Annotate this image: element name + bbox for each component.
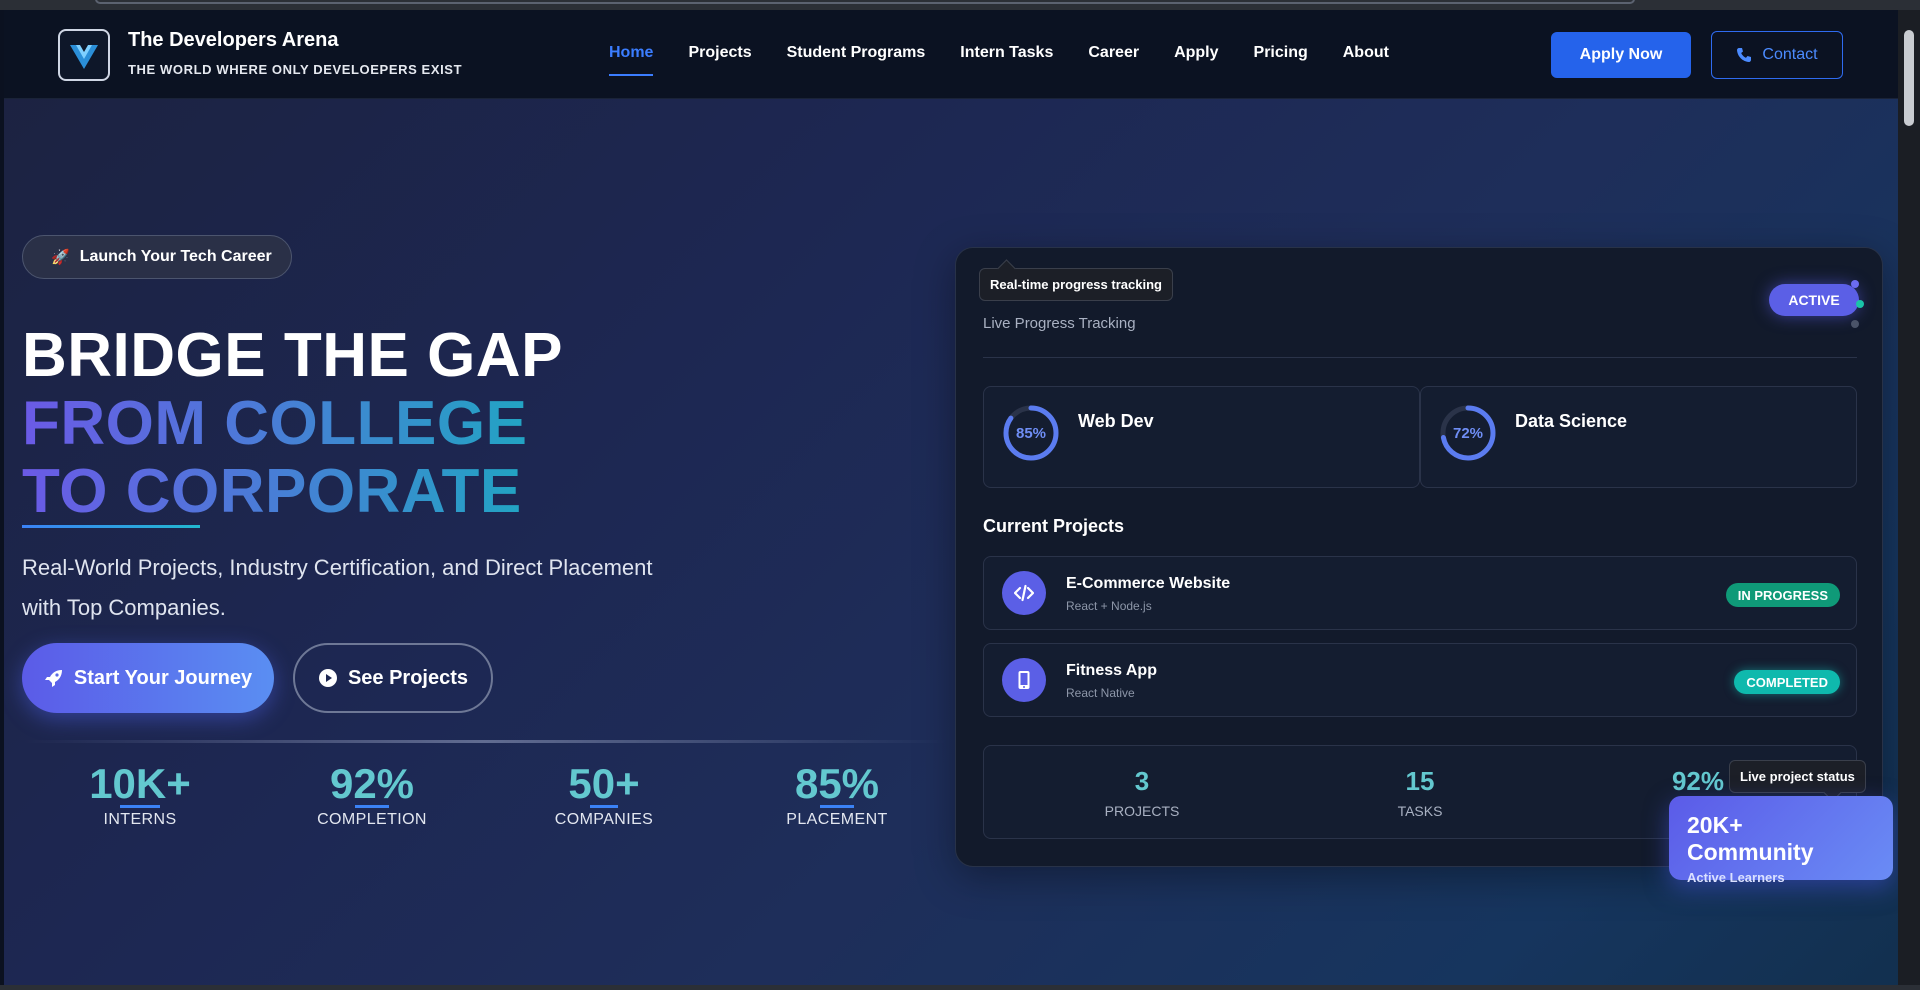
contact-label: Contact xyxy=(1762,46,1818,63)
summary-label: PROJECTS xyxy=(1104,803,1180,819)
nav-home[interactable]: Home xyxy=(609,44,654,76)
project-tech: React + Node.js xyxy=(1066,599,1152,613)
summary-tasks: 15 TASKS xyxy=(1340,766,1500,819)
nav-career[interactable]: Career xyxy=(1088,44,1140,61)
active-status-badge: ACTIVE xyxy=(1769,284,1859,316)
see-projects-label: See Projects xyxy=(347,666,469,689)
status-badge-in-progress: IN PROGRESS xyxy=(1725,583,1840,607)
stat-label: INTERNS xyxy=(103,811,177,828)
stat-value: 92% xyxy=(329,760,415,808)
hero-description: Real-World Projects, Industry Certificat… xyxy=(22,555,653,620)
rocket-icon: 🚀 xyxy=(51,249,70,266)
scrollbar-thumb[interactable] xyxy=(1904,30,1914,126)
community-subtitle: Active Learners xyxy=(1687,870,1785,885)
top-navigation: The Developers Arena THE WORLD WHERE ONL… xyxy=(4,10,1898,99)
project-name: E-Commerce Website xyxy=(1066,575,1231,592)
phone-icon xyxy=(1737,48,1752,62)
address-bar[interactable] xyxy=(95,0,1635,4)
nav-about[interactable]: About xyxy=(1342,44,1389,61)
indicator-dot xyxy=(1851,280,1859,288)
nav-projects[interactable]: Projects xyxy=(688,44,752,61)
summary-completion: 92% xyxy=(1618,766,1778,803)
stat-completion: 92% COMPLETION xyxy=(272,763,472,829)
nav-intern-tasks[interactable]: Intern Tasks xyxy=(960,44,1054,61)
community-badge[interactable]: 20K+ Community Active Learners xyxy=(1669,796,1893,885)
mobile-icon xyxy=(1002,658,1046,702)
project-tech: React Native xyxy=(1066,686,1135,700)
brand-logo[interactable] xyxy=(58,29,110,81)
start-journey-label: Start Your Journey xyxy=(73,666,253,689)
card-divider xyxy=(983,357,1857,358)
stat-label: PLACEMENT xyxy=(786,811,888,828)
project-item-ecommerce[interactable]: E-Commerce Website React + Node.js IN PR… xyxy=(983,556,1857,630)
indicator-dot xyxy=(1851,320,1859,328)
stat-placement: 85% PLACEMENT xyxy=(737,763,937,829)
heading-underline xyxy=(22,525,200,528)
contact-button[interactable]: Contact xyxy=(1711,31,1843,79)
dashboard-subtitle: Live Progress Tracking xyxy=(983,315,1136,332)
code-icon xyxy=(1002,571,1046,615)
hero-heading-line-3: TO CORPORATE xyxy=(22,457,522,526)
progress-ring xyxy=(1003,405,1059,461)
track-percent: 85% xyxy=(1015,424,1047,442)
track-data-science[interactable]: 72% Data Science xyxy=(1420,386,1857,488)
project-item-fitness-app[interactable]: Fitness App React Native COMPLETED xyxy=(983,643,1857,717)
hero-heading-line-1: BRIDGE THE GAP xyxy=(22,321,563,390)
browser-toolbar xyxy=(0,0,1920,10)
stat-value: 85% xyxy=(794,760,880,808)
pill-label: Launch Your Tech Career xyxy=(79,248,272,265)
summary-value: 92% xyxy=(1671,766,1725,796)
play-circle-icon xyxy=(318,669,337,687)
hero-heading-line-2: FROM COLLEGE xyxy=(22,389,528,458)
see-projects-button[interactable]: See Projects xyxy=(293,643,493,713)
summary-value: 3 xyxy=(1134,766,1150,796)
tooltip-progress-tracking: Real-time progress tracking xyxy=(979,268,1173,301)
logo-icon xyxy=(70,45,98,69)
current-projects-heading: Current Projects xyxy=(983,516,1125,536)
summary-value: 15 xyxy=(1405,766,1435,796)
progress-ring xyxy=(1440,405,1496,461)
nav-apply[interactable]: Apply xyxy=(1174,44,1219,61)
brand-title[interactable]: The Developers Arena xyxy=(128,29,339,51)
track-percent: 72% xyxy=(1452,424,1484,442)
apply-now-button[interactable]: Apply Now xyxy=(1551,32,1691,78)
summary-projects: 3 PROJECTS xyxy=(1062,766,1222,819)
vertical-scrollbar[interactable] xyxy=(1898,10,1920,985)
start-journey-button[interactable]: Start Your Journey xyxy=(22,643,274,713)
main-menu: Home Projects Student Programs Intern Ta… xyxy=(609,44,1424,76)
stats-divider xyxy=(22,740,947,743)
summary-label: TASKS xyxy=(1397,803,1443,819)
stat-companies: 50+ COMPANIES xyxy=(504,763,704,829)
stat-value: 50+ xyxy=(568,760,640,808)
community-title: 20K+ Community xyxy=(1687,812,1814,865)
brand-tagline: THE WORLD WHERE ONLY DEVELOEPERS EXIST xyxy=(128,62,463,77)
stat-label: COMPLETION xyxy=(317,811,427,828)
page-viewport: The Developers Arena THE WORLD WHERE ONL… xyxy=(4,10,1898,985)
indicator-dot xyxy=(1856,300,1864,308)
rocket-icon xyxy=(44,670,62,687)
status-badge-completed: COMPLETED xyxy=(1734,670,1840,694)
stat-interns: 10K+ INTERNS xyxy=(40,763,240,829)
browser-bottom-edge xyxy=(0,985,1920,990)
nav-pricing[interactable]: Pricing xyxy=(1253,44,1308,61)
nav-student-programs[interactable]: Student Programs xyxy=(786,44,926,61)
tooltip-project-status: Live project status xyxy=(1729,760,1866,793)
project-name: Fitness App xyxy=(1066,662,1157,679)
launch-career-pill: 🚀 Launch Your Tech Career xyxy=(22,235,292,279)
track-name: Data Science xyxy=(1515,411,1628,431)
track-web-dev[interactable]: 85% Web Dev xyxy=(983,386,1420,488)
track-name: Web Dev xyxy=(1078,411,1154,431)
stat-value: 10K+ xyxy=(89,760,191,808)
stat-label: COMPANIES xyxy=(554,811,654,828)
